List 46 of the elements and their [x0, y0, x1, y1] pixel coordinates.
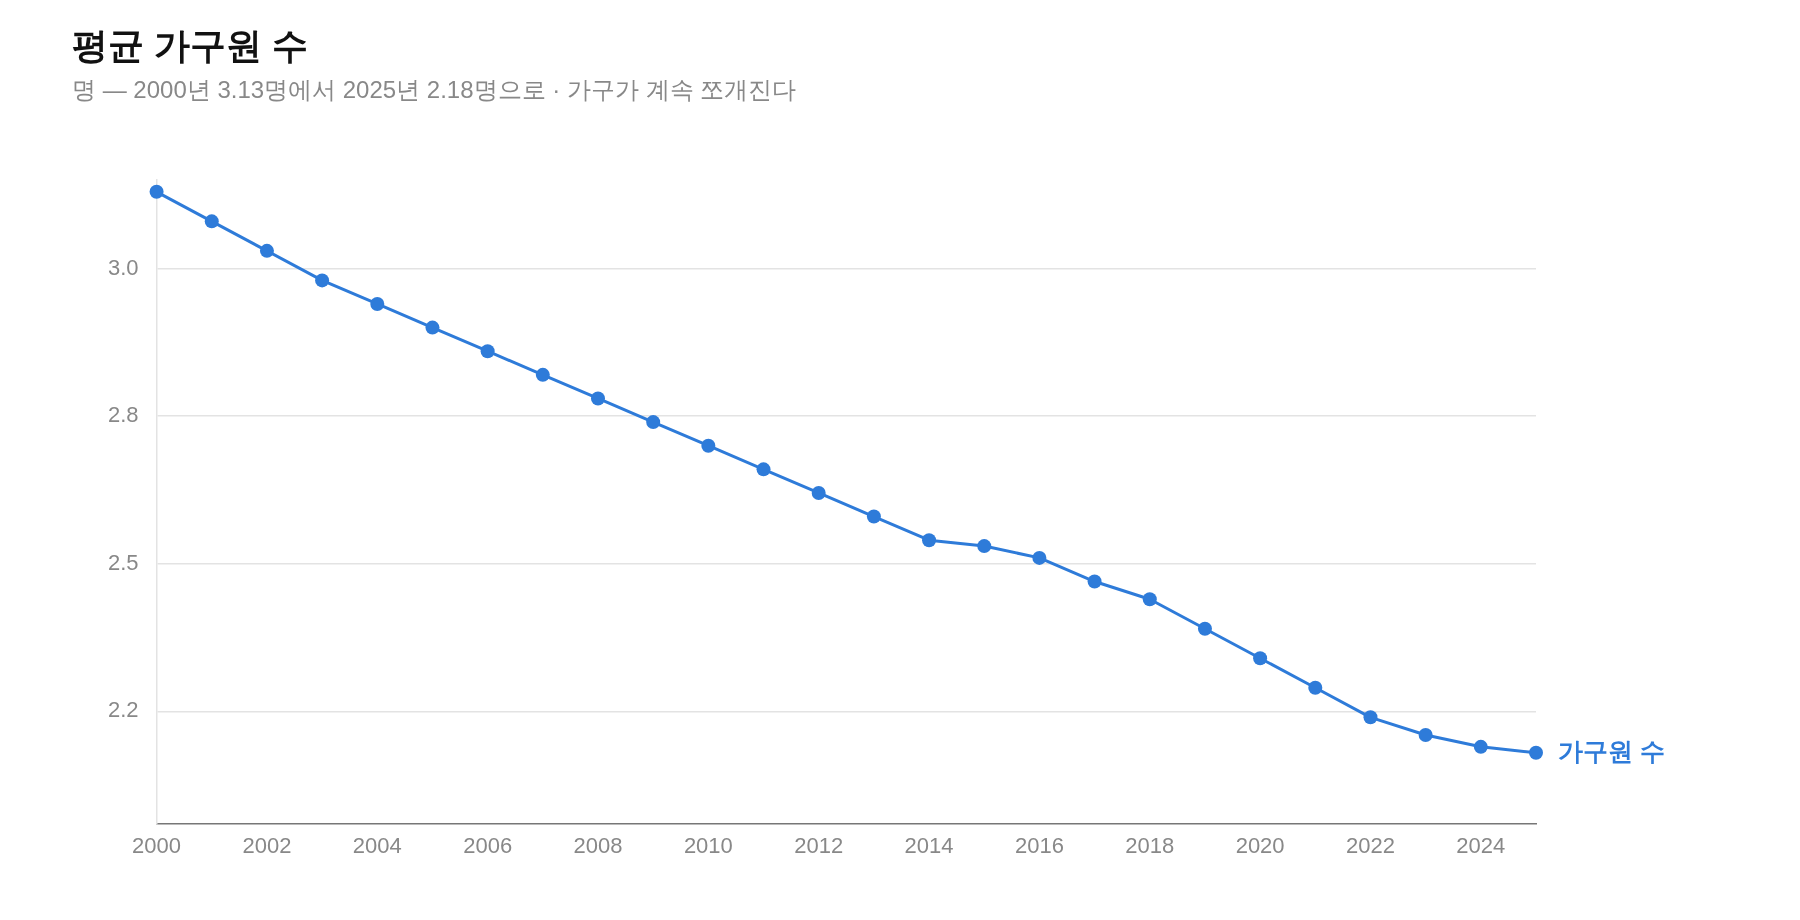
point	[922, 533, 937, 548]
point	[425, 320, 440, 335]
y-tick-label: 2.5	[107, 549, 139, 575]
point	[535, 367, 550, 382]
point	[866, 509, 881, 524]
x-tick-label: 2000	[132, 832, 182, 858]
x-tick-label: 2012	[794, 832, 844, 858]
x-tick-label: 2024	[1456, 832, 1506, 858]
point	[315, 273, 330, 288]
y-tick-label: 2.2	[107, 697, 139, 723]
point	[204, 214, 219, 229]
series-label: 가구원 수	[1558, 736, 1665, 765]
x-tick-label: 2010	[683, 832, 733, 858]
x-tick-label: 2014	[904, 832, 954, 858]
chart-title: 평균 가구원 수	[72, 24, 309, 68]
chart-subtitle: 명 — 2000년 3.13명에서 2025년 2.18명으로 · 가구가 계속 쪼개진다	[72, 75, 797, 105]
y-tick-label: 3.0	[107, 254, 139, 280]
point	[977, 539, 992, 554]
point	[1418, 728, 1433, 743]
x-tick-label: 2018	[1125, 832, 1175, 858]
point	[149, 184, 164, 199]
point	[1529, 745, 1543, 760]
point	[591, 391, 605, 406]
x-tick-label: 2022	[1345, 832, 1395, 858]
point	[1308, 680, 1323, 695]
x-tick-label: 2020	[1235, 832, 1285, 858]
x-tick-label: 2004	[352, 832, 402, 858]
point	[756, 462, 771, 477]
point	[1197, 621, 1212, 636]
x-tick-label: 2002	[242, 832, 292, 858]
x-tick-label: 2006	[463, 832, 513, 858]
point	[259, 243, 274, 258]
point	[480, 344, 495, 359]
point	[701, 438, 716, 453]
x-tick-label: 2008	[573, 832, 623, 858]
point	[646, 415, 661, 430]
point	[1087, 574, 1102, 589]
point	[811, 485, 826, 500]
point	[1363, 710, 1378, 725]
x-tick-label: 2016	[1014, 832, 1064, 858]
point	[1253, 651, 1268, 666]
point	[1032, 550, 1047, 565]
point	[1473, 739, 1488, 754]
point	[1142, 592, 1157, 607]
y-tick-label: 2.8	[107, 402, 139, 428]
point	[370, 297, 385, 311]
